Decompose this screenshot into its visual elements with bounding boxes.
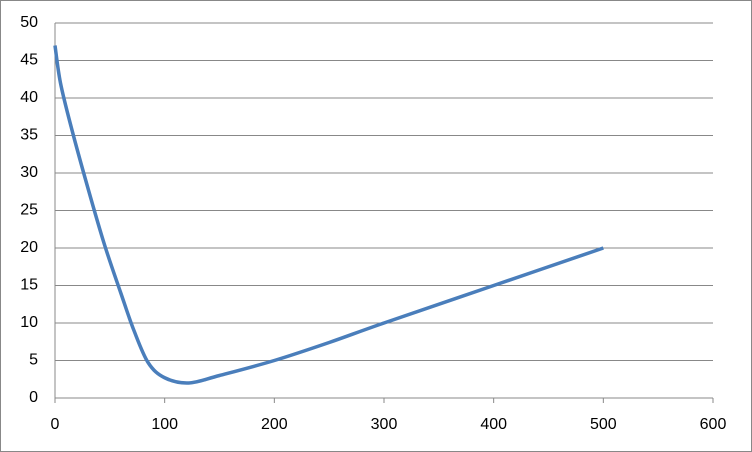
x-tick-label: 500 [590, 416, 617, 433]
x-tick-label: 600 [700, 416, 727, 433]
y-tick-label: 15 [20, 277, 38, 294]
y-tick-label: 25 [20, 202, 38, 219]
y-tick-label: 5 [29, 352, 38, 369]
y-tick-label: 20 [20, 239, 38, 256]
y-tick-label: 50 [20, 14, 38, 31]
y-tick-label: 0 [29, 389, 38, 406]
y-tick-label: 10 [20, 314, 38, 331]
x-tick-label: 0 [51, 416, 60, 433]
x-tick-label: 100 [151, 416, 178, 433]
y-tick-label: 35 [20, 127, 38, 144]
y-tick-label: 45 [20, 52, 38, 69]
y-tick-label: 30 [20, 164, 38, 181]
line [53, 45, 604, 385]
x-tick-label: 400 [480, 416, 507, 433]
x-tick-label: 300 [371, 416, 398, 433]
x-tick-label: 200 [261, 416, 288, 433]
y-tick-label: 40 [20, 89, 38, 106]
